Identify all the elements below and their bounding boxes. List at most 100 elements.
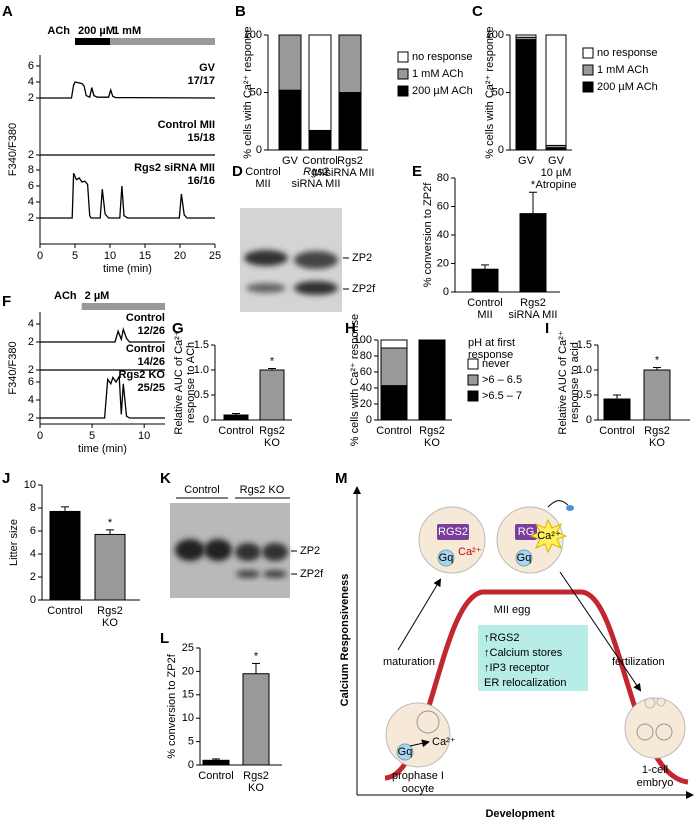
lane-label: Control (184, 484, 219, 496)
gel-band (294, 251, 338, 269)
arrow (409, 739, 430, 748)
legend-title: pH at first (468, 337, 515, 349)
panel-letter: B (235, 3, 246, 20)
cell (624, 697, 686, 759)
gel-band (263, 570, 287, 578)
gel-d: D Control MII Rgs2 siRNA MII ZP2 ZP2f (232, 163, 376, 312)
panel-letter: F (2, 293, 11, 310)
y-tick-label: 50 (492, 86, 504, 98)
gel-band (204, 539, 232, 561)
change-text: ↑Calcium stores (484, 647, 563, 659)
y-tick-label: 0.5 (194, 389, 209, 401)
changes-box (478, 625, 588, 691)
y-tick-label: 15 (182, 689, 194, 701)
panel-letter: K (160, 470, 171, 487)
bar-segment (308, 129, 332, 151)
x-tick-label: KO (424, 437, 440, 449)
x-tick-label: 15 (139, 250, 151, 262)
diagram-m: M Calcium Responsiveness Development Gq … (335, 470, 694, 820)
bar-segment (515, 34, 537, 38)
bar (49, 510, 81, 601)
arrow (397, 578, 442, 651)
legend-swatch (582, 81, 594, 93)
y-tick-label: 0 (203, 414, 209, 426)
x-tick-label: Rgs2 (419, 425, 445, 437)
gel-k: K Control Rgs2 KO ZP2 ZP2f (160, 470, 324, 598)
significance: * (655, 354, 660, 366)
arrow-label: maturation (383, 656, 435, 668)
polar-body (656, 697, 666, 707)
change-text: ER relocalization (484, 677, 567, 689)
x-tick-label: Control (218, 425, 253, 437)
y-tick-label: 2 (28, 336, 34, 348)
gel-band (175, 539, 205, 561)
molecule-label: Gq (517, 552, 532, 564)
change-text: ↑IP3 receptor (484, 662, 550, 674)
y-tick-label: 2 (28, 149, 34, 161)
x-tick-label: Rgs2 (520, 297, 546, 309)
y-tick-label: 2 (28, 412, 34, 424)
lane-label: siRNA MII (292, 178, 341, 190)
x-tick-label: GV (548, 155, 565, 167)
y-tick-label: 80 (437, 172, 449, 184)
panel-letter: H (345, 320, 356, 337)
legend-label: 1 mM ACh (412, 68, 463, 80)
gq-icon (437, 549, 455, 567)
x-tick-label: MII (312, 167, 327, 179)
trace-label: Control (126, 312, 165, 324)
bar-segment (338, 92, 362, 151)
gel-band (262, 543, 288, 561)
calcium-burst (529, 518, 568, 554)
y-tick-label: 1.0 (577, 364, 592, 376)
y-axis-label: response to ACh (185, 342, 197, 423)
legend-swatch (397, 51, 409, 63)
legend-label: >6.5 – 7 (482, 390, 522, 402)
y-tick-label: 2 (28, 92, 34, 104)
y-tick-label: 20 (437, 257, 449, 269)
bar (94, 533, 126, 601)
y-tick-label: 100 (354, 334, 372, 346)
y-tick-label: 60 (360, 366, 372, 378)
x-tick-label: 5 (72, 250, 78, 262)
y-axis-label: % cells with Ca²⁺ response (349, 314, 361, 446)
y-tick-label: 0.5 (577, 389, 592, 401)
bar-segment (380, 347, 408, 387)
x-tick-label: KO (649, 437, 665, 449)
legend-label: no response (597, 47, 658, 59)
y-tick-label: 5 (188, 736, 194, 748)
x-tick-label: Control (198, 770, 233, 782)
x-tick-label: 10 µM (541, 167, 572, 179)
trace-count: 12/26 (137, 325, 165, 337)
band-label: ZP2 (300, 545, 320, 557)
y-tick-label: 0 (366, 414, 372, 426)
band-label: ZP2f (300, 568, 324, 580)
bar (603, 398, 631, 421)
stage-label: oocyte (402, 783, 434, 795)
legend-title: response (468, 349, 513, 361)
y-tick-label: 1.0 (194, 364, 209, 376)
bar-segment (308, 34, 332, 131)
x-tick-label: KO (248, 782, 264, 794)
y-tick-label: 0 (188, 759, 194, 771)
legend-swatch (582, 47, 594, 59)
pronucleus (655, 723, 673, 741)
trace-count: 17/17 (187, 75, 215, 87)
gel-band (294, 281, 338, 295)
bar-segment (380, 385, 408, 421)
y-axis-label: F340/F380 (7, 123, 19, 176)
y-tick-label: 1.5 (194, 339, 209, 351)
y-tick-label: 4 (28, 76, 34, 88)
stage-label: MII egg (494, 604, 531, 616)
stimulus-bar (75, 38, 110, 45)
y-tick-label: 6 (28, 180, 34, 192)
trace-line (40, 326, 165, 343)
x-tick-label: 5 (89, 430, 95, 442)
y-tick-label: 100 (486, 29, 504, 41)
trace-count: 16/16 (187, 175, 215, 187)
legend-swatch (397, 85, 409, 97)
panel-letter: G (172, 320, 184, 337)
gq-icon (396, 743, 414, 761)
y-tick-label: 10 (24, 479, 36, 491)
band-label: ZP2f (352, 283, 376, 295)
x-axis-label: time (min) (78, 443, 127, 455)
